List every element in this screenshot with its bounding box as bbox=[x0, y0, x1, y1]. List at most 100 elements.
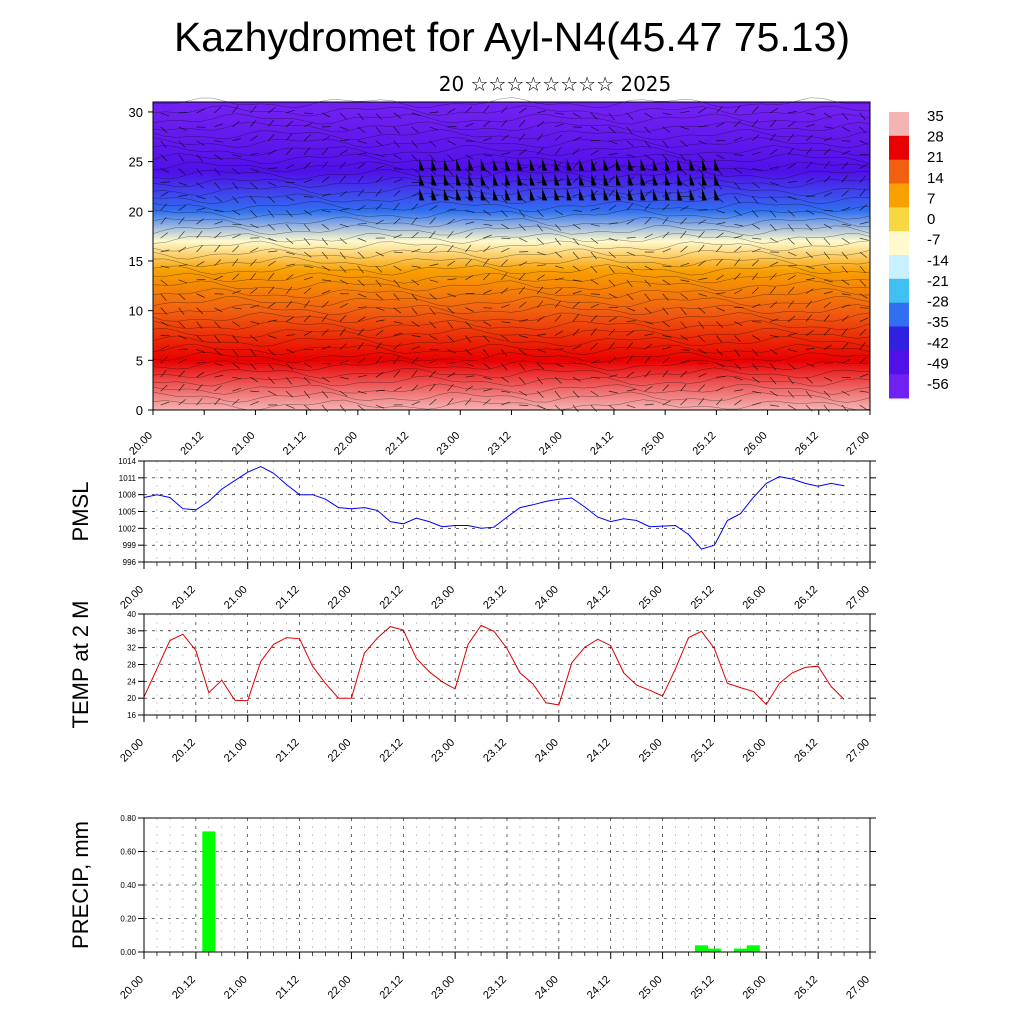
jet-flag bbox=[443, 158, 449, 171]
wind-barb bbox=[859, 390, 869, 393]
wind-barb bbox=[357, 237, 367, 242]
wind-barb bbox=[572, 290, 582, 295]
wind-barb bbox=[823, 209, 833, 212]
wind-barb bbox=[447, 244, 454, 253]
wind-barb bbox=[823, 237, 831, 246]
wind-barb bbox=[823, 376, 833, 382]
wind-barb bbox=[823, 112, 832, 119]
wind-barb bbox=[608, 357, 616, 364]
wind-barb bbox=[805, 314, 813, 322]
wind-barb bbox=[662, 216, 669, 225]
wind-barb bbox=[716, 376, 726, 378]
wind-barb bbox=[716, 307, 725, 312]
wind-barb bbox=[303, 287, 312, 295]
wind-barb bbox=[608, 175, 615, 183]
wind-barb bbox=[644, 356, 651, 364]
wind-barb bbox=[608, 390, 618, 394]
jet-flag bbox=[542, 158, 548, 171]
x-tick-label: 26.00 bbox=[742, 430, 770, 458]
wind-barb bbox=[698, 277, 708, 281]
y-tick-label: 20 bbox=[127, 694, 136, 703]
wind-barb bbox=[465, 375, 475, 378]
jet-flag bbox=[419, 188, 425, 201]
wind-barb bbox=[841, 265, 848, 274]
wind-barb bbox=[572, 345, 582, 350]
wind-barb bbox=[859, 342, 866, 350]
wind-barb bbox=[250, 335, 258, 342]
wind-barb bbox=[357, 328, 365, 336]
wind-barb bbox=[608, 163, 617, 169]
y-tick-label: 10 bbox=[129, 304, 143, 319]
contour-line bbox=[152, 272, 871, 284]
y-tick-label: 28 bbox=[127, 661, 136, 670]
wind-barb bbox=[250, 390, 260, 393]
x-tick-label: 26.00 bbox=[740, 737, 768, 765]
wind-barb bbox=[196, 140, 205, 146]
jet-flag bbox=[529, 188, 535, 201]
wind-barb bbox=[554, 376, 562, 384]
x-tick-label: 25.00 bbox=[639, 430, 667, 458]
wind-barb bbox=[805, 112, 815, 116]
wind-barb bbox=[734, 321, 743, 326]
wind-barb bbox=[716, 209, 726, 214]
wind-barb bbox=[805, 237, 812, 246]
wind-barb bbox=[590, 251, 597, 260]
jet-flag bbox=[616, 158, 621, 171]
wind-barb bbox=[321, 136, 331, 142]
wind-barb bbox=[590, 376, 600, 379]
contour-line bbox=[152, 200, 871, 212]
wind-barb bbox=[339, 175, 346, 183]
x-tick-label: 24.00 bbox=[537, 430, 565, 458]
wind-barb bbox=[608, 328, 616, 336]
wind-barb bbox=[805, 223, 813, 231]
jet-flag bbox=[689, 158, 695, 171]
jet-flag bbox=[665, 173, 671, 186]
wind-barb bbox=[196, 278, 206, 281]
wind-barb bbox=[770, 182, 779, 186]
jet-flag bbox=[628, 188, 634, 201]
jet-flag bbox=[665, 158, 671, 171]
wind-barb bbox=[465, 232, 473, 239]
wind-barb bbox=[232, 196, 239, 204]
wind-barb bbox=[321, 345, 331, 350]
wind-barb bbox=[859, 328, 867, 336]
wind-barb bbox=[572, 176, 580, 183]
wind-barb bbox=[734, 235, 743, 239]
wind-barb bbox=[698, 384, 705, 392]
wind-barb bbox=[250, 363, 257, 371]
jet-flag bbox=[677, 158, 683, 171]
wind-barb bbox=[321, 209, 331, 213]
wind-barb bbox=[214, 106, 222, 114]
x-tick-label: 25.00 bbox=[637, 737, 665, 765]
wind-barb bbox=[483, 245, 491, 253]
wind-barb bbox=[250, 135, 258, 142]
wind-barb bbox=[787, 390, 795, 399]
wind-barb bbox=[501, 134, 509, 142]
wind-barb bbox=[411, 401, 421, 406]
wind-barb bbox=[232, 258, 239, 267]
wind-barb bbox=[214, 259, 222, 267]
wind-barb bbox=[483, 399, 491, 406]
wind-barb bbox=[267, 363, 275, 371]
wind-barb bbox=[321, 161, 328, 169]
wind-barb bbox=[501, 321, 511, 324]
wind-barb bbox=[626, 293, 634, 301]
wind-barb bbox=[859, 189, 866, 197]
wind-barb bbox=[286, 349, 295, 354]
wind-barb bbox=[716, 398, 723, 406]
wind-barb bbox=[357, 175, 364, 183]
wind-barb bbox=[429, 168, 437, 176]
precip-bar bbox=[707, 948, 721, 952]
wind-barb bbox=[590, 207, 600, 211]
wind-barb bbox=[751, 376, 760, 383]
wind-barb bbox=[626, 236, 636, 239]
jet-flag bbox=[616, 188, 621, 201]
wind-barb bbox=[357, 140, 367, 144]
y-tick-label: 1011 bbox=[119, 474, 137, 483]
x-tick-label: 27.00 bbox=[844, 737, 872, 765]
wind-barb bbox=[644, 112, 653, 119]
colorbar-segment bbox=[889, 278, 909, 304]
wind-barb bbox=[805, 134, 814, 142]
wind-barb bbox=[572, 126, 582, 128]
jet-flag bbox=[652, 188, 658, 201]
